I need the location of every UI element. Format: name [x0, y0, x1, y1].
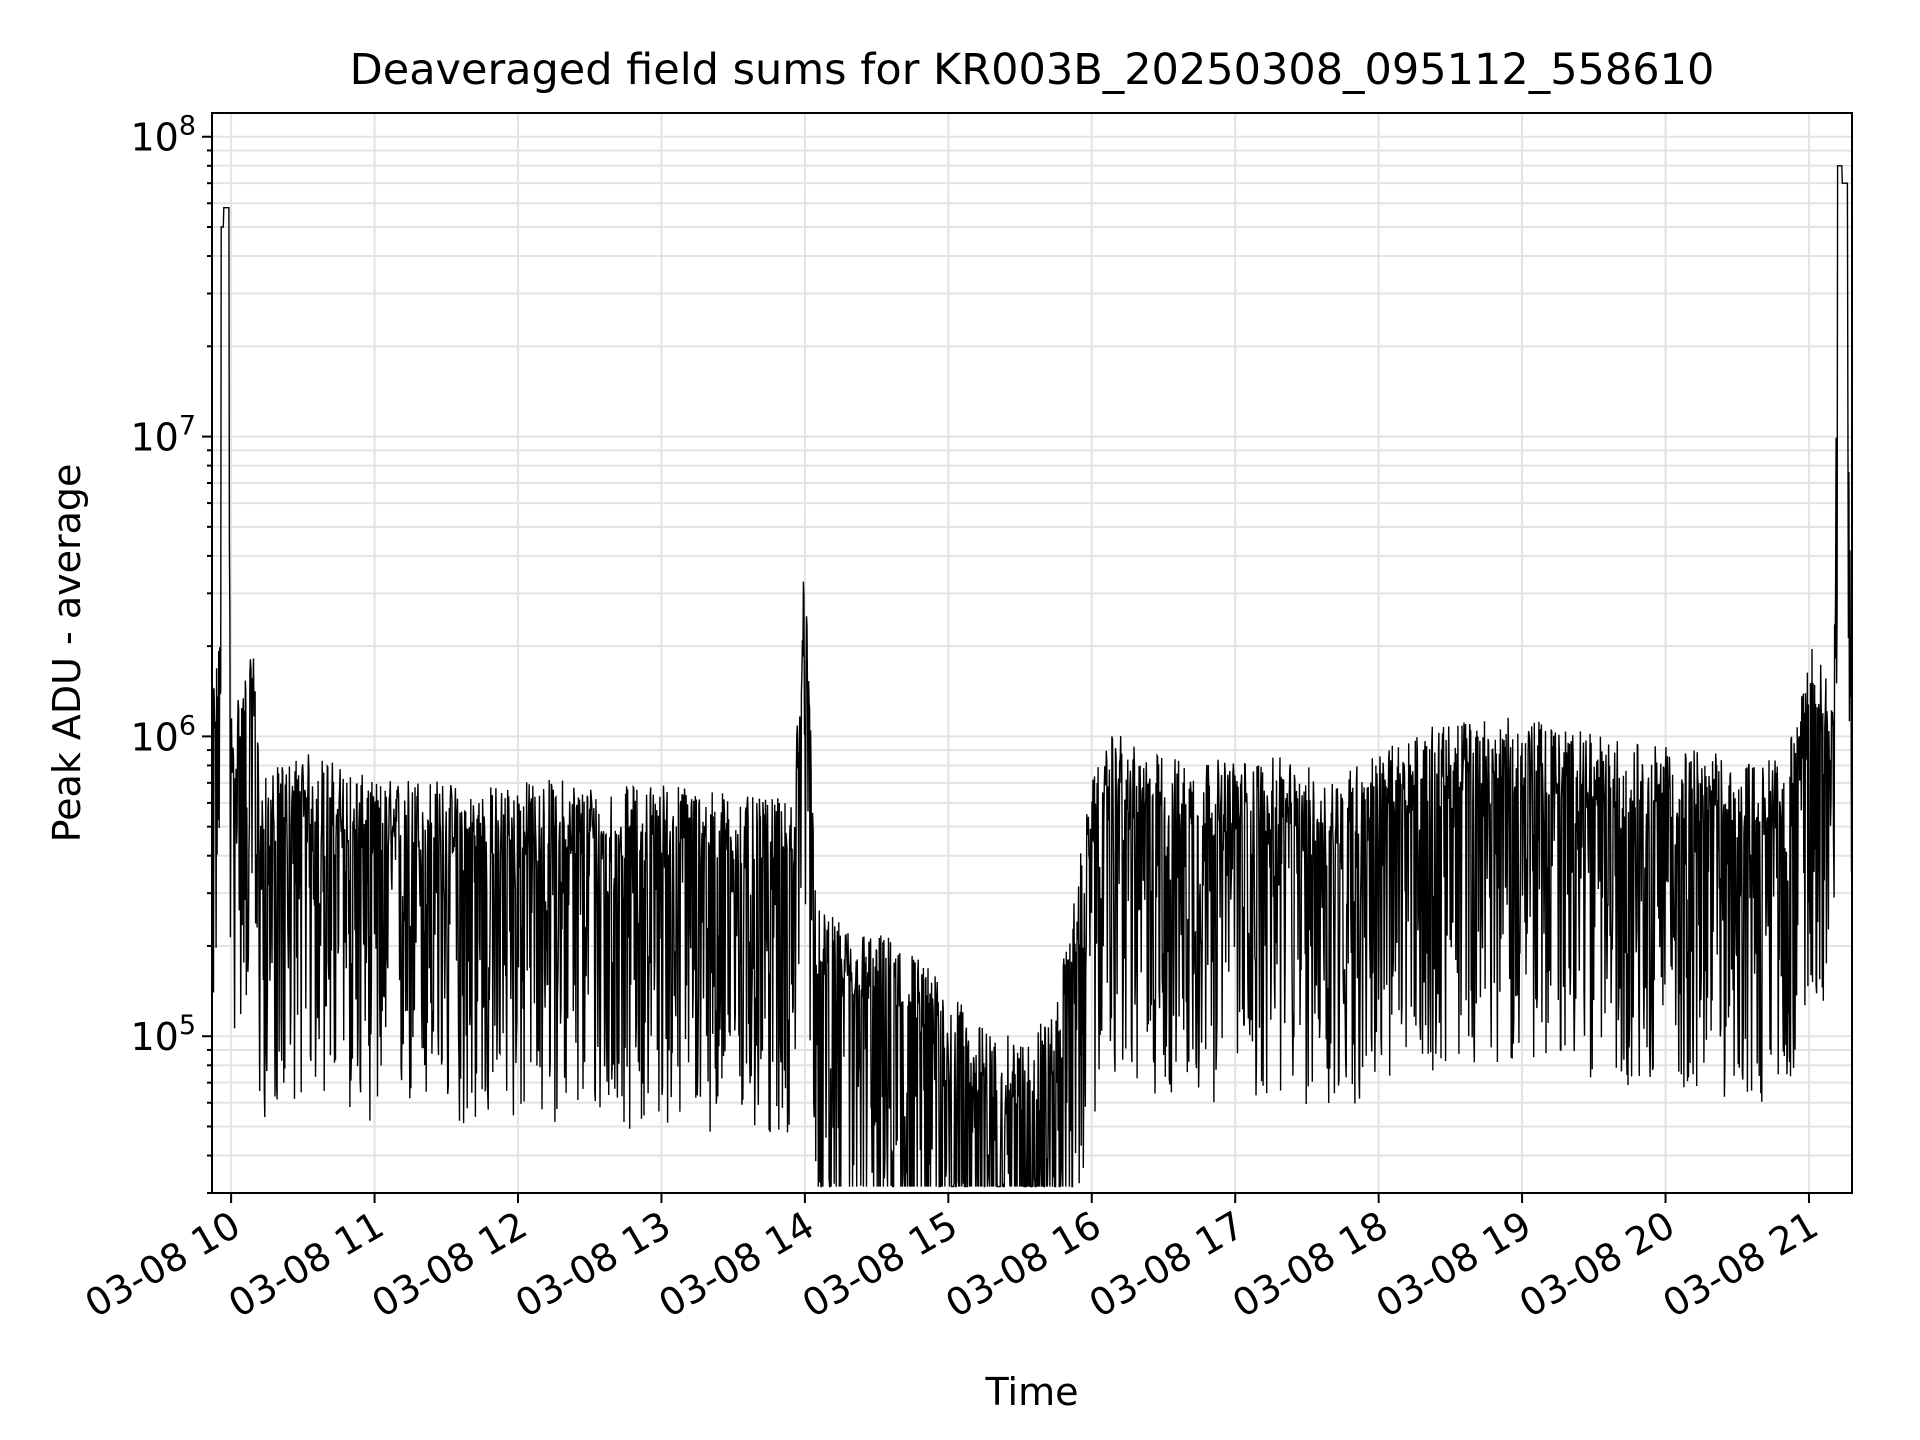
x-axis-label: Time: [985, 1370, 1079, 1414]
plot-area-frame: [211, 112, 1853, 1194]
y-axis-label: Peak ADU - average: [45, 464, 89, 843]
y-axis: 105 106 107 108: [130, 111, 212, 1194]
data-layer: [211, 165, 1853, 1188]
series-line: [211, 165, 1853, 1188]
y-tick-label: 105: [130, 1010, 196, 1059]
y-tick-label: 106: [130, 710, 196, 759]
chart-title: Deaveraged field sums for KR003B_2025030…: [350, 45, 1715, 95]
y-tick-label: 108: [130, 111, 196, 160]
y-tick-label: 107: [130, 411, 196, 460]
